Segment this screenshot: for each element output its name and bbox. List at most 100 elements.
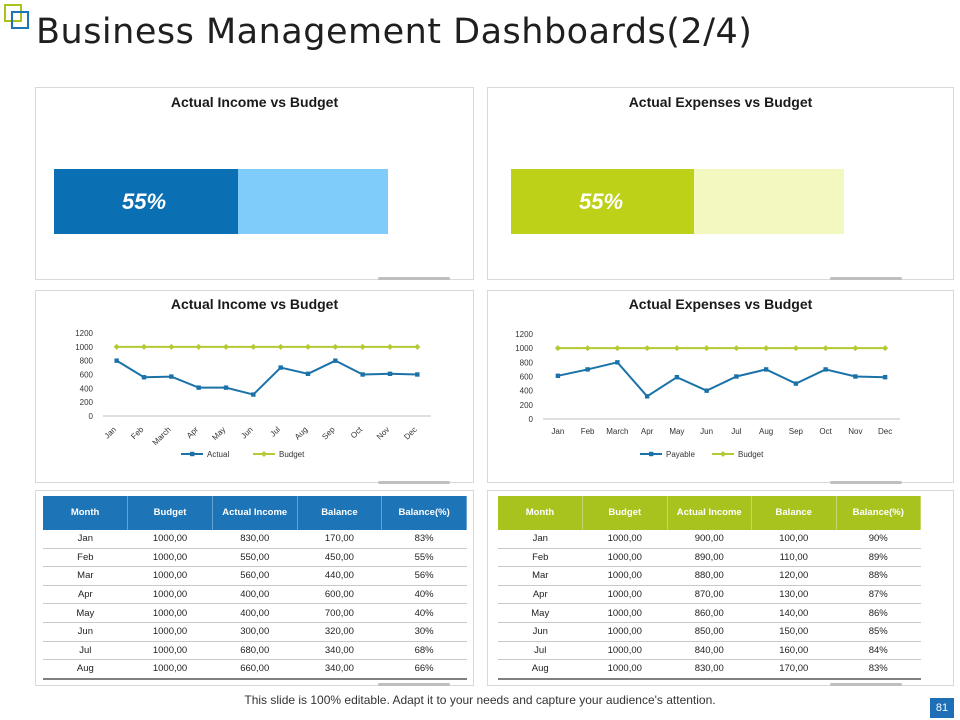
y-tick-label: 0	[89, 412, 94, 421]
expense-table-row: Apr 1000,00 870,00 130,00 87%	[498, 585, 921, 605]
data-point-payable	[734, 374, 739, 379]
expense-cell-month: Feb	[498, 548, 583, 568]
income-cell-actual: 680,00	[212, 641, 298, 661]
income-cell-month: Jan	[43, 530, 128, 549]
income-col-month: Month	[43, 496, 129, 530]
data-point-budget	[305, 343, 311, 350]
expense-cell-budget: 1000,00	[582, 641, 667, 661]
expense-table-scroll-handle[interactable]	[830, 683, 902, 686]
expense-cell-budget: 1000,00	[582, 603, 667, 623]
expense-cell-actual: 860,00	[667, 603, 752, 623]
income-cell-balance-pct: 30%	[381, 622, 467, 642]
income-cell-budget: 1000,00	[127, 622, 213, 642]
data-point-actual	[169, 374, 174, 379]
expense-cell-month: May	[498, 603, 583, 623]
y-tick-label: 600	[80, 371, 94, 380]
expense-table-row: Jan 1000,00 900,00 100,00 90%	[498, 530, 921, 549]
y-tick-label: 1200	[515, 330, 533, 339]
income-progress-scroll-handle[interactable]	[378, 277, 450, 280]
income-progress-title: Actual Income vs Budget	[170, 94, 339, 110]
expense-cell-month: Jan	[498, 530, 583, 549]
expense-cell-month: Jun	[498, 622, 583, 642]
data-point-actual	[223, 385, 229, 390]
data-point-budget	[332, 343, 339, 350]
income-col-budget: Budget	[127, 496, 213, 530]
income-cell-balance-pct: 40%	[381, 585, 467, 605]
legend-marker-actual	[190, 451, 195, 457]
income-chart-scroll-handle[interactable]	[378, 481, 450, 484]
logo-square-blue	[11, 11, 29, 29]
x-tick-label: Apr	[641, 427, 654, 436]
page-number: 81	[930, 698, 954, 718]
expense-table-row: Feb 1000,00 890,00 110,00 89%	[498, 548, 921, 568]
data-point-budget	[277, 343, 284, 350]
income-cell-balance: 320,00	[297, 622, 382, 642]
legend-marker-budget	[720, 451, 726, 457]
income-cell-budget: 1000,00	[127, 603, 213, 623]
expense-cell-balance-pct: 85%	[836, 622, 921, 642]
legend-label-actual: Actual	[207, 450, 229, 459]
expense-table-row: May 1000,00 860,00 140,00 86%	[498, 603, 921, 623]
expense-cell-budget: 1000,00	[582, 659, 667, 680]
x-tick-label: Dec	[878, 427, 892, 436]
x-tick-label: Dec	[402, 425, 418, 441]
income-table-header-row: Month Budget Actual Income Balance Balan…	[43, 496, 467, 530]
data-point-actual	[305, 371, 311, 377]
series-line-actual	[116, 359, 418, 396]
income-cell-budget: 1000,00	[127, 530, 213, 549]
data-point-budget	[554, 345, 561, 352]
expense-chart-title: Actual Expenses vs Budget	[628, 296, 813, 312]
data-point-budget	[882, 345, 889, 352]
expense-table-panel: Month Budget Actual Income Balance Balan…	[487, 490, 954, 686]
income-table-row: Mar 1000,00 560,00 440,00 56%	[43, 566, 467, 586]
income-cell-budget: 1000,00	[127, 566, 213, 586]
data-point-payable	[793, 381, 799, 386]
data-point-budget	[763, 345, 770, 352]
income-table-row: Apr 1000,00 400,00 600,00 40%	[43, 585, 467, 605]
expense-cell-balance-pct: 83%	[836, 659, 921, 680]
expense-line-chart: 0 200 400 600 800 1000 1200 Jan Feb March Apr May Ju…	[515, 330, 900, 459]
expense-chart-scroll-handle[interactable]	[830, 481, 902, 484]
income-table-row: Jul 1000,00 680,00 340,00 68%	[43, 641, 467, 661]
income-progress-label: 55%	[122, 188, 167, 214]
x-tick-label: Sep	[320, 425, 337, 442]
y-tick-label: 0	[529, 415, 534, 424]
income-cell-balance-pct: 83%	[381, 530, 467, 549]
x-tick-label: Jun	[700, 427, 713, 436]
data-point-budget	[168, 343, 175, 350]
expense-progress-title: Actual Expenses vs Budget	[628, 94, 813, 110]
expense-cell-actual: 850,00	[667, 622, 752, 642]
expense-col-balance-pct: Balance(%)	[836, 496, 921, 530]
expense-cell-balance-pct: 86%	[836, 603, 921, 623]
income-table-row: May 1000,00 400,00 700,00 40%	[43, 603, 467, 623]
expense-table-row: Aug 1000,00 830,00 170,00 83%	[498, 659, 921, 680]
income-cell-actual: 400,00	[212, 603, 298, 623]
expense-table-row: Jul 1000,00 840,00 160,00 84%	[498, 641, 921, 661]
data-point-budget	[733, 345, 740, 352]
data-point-payable	[674, 375, 680, 380]
data-point-budget	[195, 343, 202, 350]
data-point-budget	[852, 345, 859, 352]
expense-progress-scroll-handle[interactable]	[830, 277, 902, 280]
data-point-budget	[250, 343, 257, 350]
income-cell-balance: 340,00	[297, 641, 382, 661]
income-cell-budget: 1000,00	[127, 548, 213, 568]
expense-progress-label: 55%	[579, 188, 624, 214]
logo-square-green	[4, 4, 22, 22]
income-cell-actual: 400,00	[212, 585, 298, 605]
income-cell-month: May	[43, 603, 128, 623]
data-point-budget	[113, 343, 120, 350]
expense-cell-balance: 160,00	[751, 641, 836, 661]
x-tick-label: May	[669, 427, 684, 436]
income-cell-month: Jun	[43, 622, 128, 642]
y-tick-label: 1000	[75, 343, 93, 352]
data-point-actual	[333, 358, 338, 363]
x-tick-label: Oct	[349, 425, 365, 441]
income-cell-balance: 700,00	[297, 603, 382, 623]
expense-cell-budget: 1000,00	[582, 585, 667, 605]
expense-col-balance: Balance	[751, 496, 837, 530]
income-cell-balance: 450,00	[297, 548, 382, 568]
expense-cell-actual: 900,00	[667, 530, 752, 549]
data-point-payable	[823, 367, 828, 372]
income-table-scroll-handle[interactable]	[378, 683, 450, 686]
